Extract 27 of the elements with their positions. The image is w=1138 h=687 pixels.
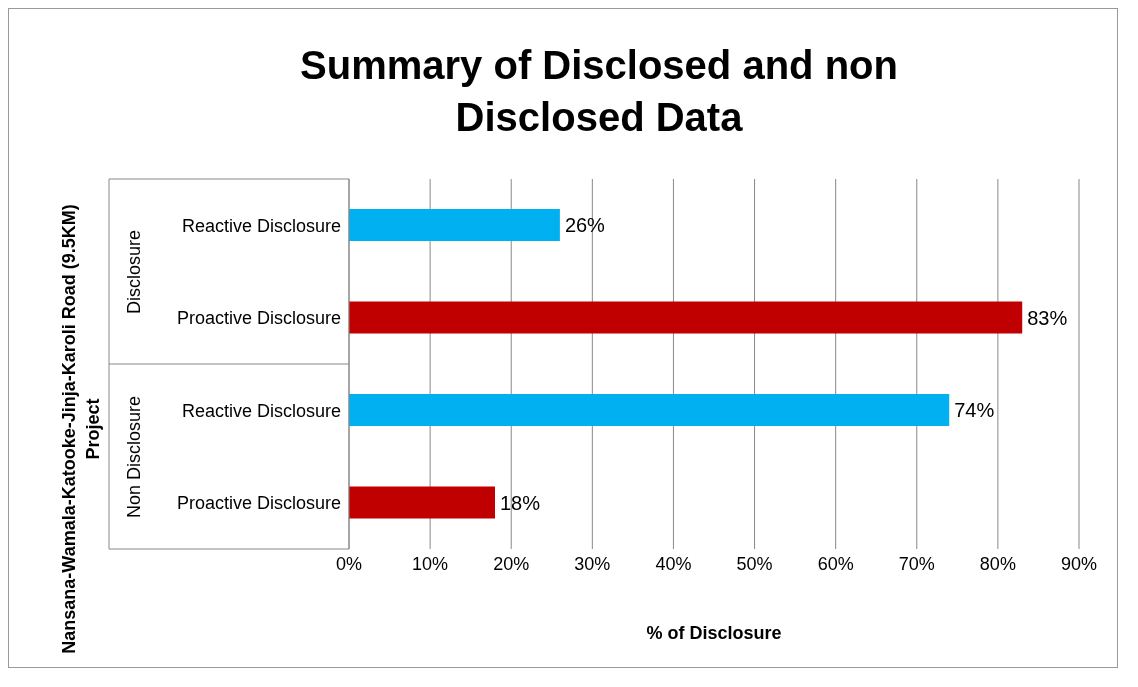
x-tick-label: 20% bbox=[493, 553, 530, 574]
data-label: 83% bbox=[1027, 306, 1068, 329]
x-tick-label: 80% bbox=[979, 553, 1016, 574]
x-tick-label: 70% bbox=[898, 553, 935, 574]
bar bbox=[349, 209, 560, 241]
x-tick-label: 60% bbox=[817, 553, 854, 574]
x-tick-label: 50% bbox=[736, 553, 773, 574]
y-tick-label: Reactive Disclosure bbox=[181, 400, 341, 421]
chart-title: Summary of Disclosed and non Disclosed Data bbox=[299, 42, 899, 141]
text: Disclosure bbox=[123, 228, 145, 316]
x-tick-label: 10% bbox=[412, 553, 449, 574]
y-axis-title: Nansana-Wamala-Katooke-Jinja-Karoli Road (9.5KM) Project bbox=[58, 203, 104, 656]
data-label: 74% bbox=[954, 399, 995, 422]
bar bbox=[349, 301, 1023, 334]
x-tick-label: 30% bbox=[574, 553, 611, 574]
x-tick-label: 90% bbox=[1060, 553, 1098, 574]
data-label: 18% bbox=[500, 491, 541, 514]
x-tick-label: 0% bbox=[335, 553, 363, 574]
y-tick-label: Reactive Disclosure bbox=[181, 215, 341, 236]
bar bbox=[349, 394, 950, 426]
x-axis-title: % of Disclosure bbox=[646, 623, 782, 643]
data-label: 26% bbox=[564, 214, 606, 237]
x-tick-label: 40% bbox=[655, 553, 692, 574]
text: Non Disclosure bbox=[123, 394, 145, 520]
bar bbox=[349, 486, 495, 519]
y-tick-label: Proactive Disclosure bbox=[176, 493, 341, 514]
y-tick-label: Proactive Disclosure bbox=[176, 308, 341, 329]
